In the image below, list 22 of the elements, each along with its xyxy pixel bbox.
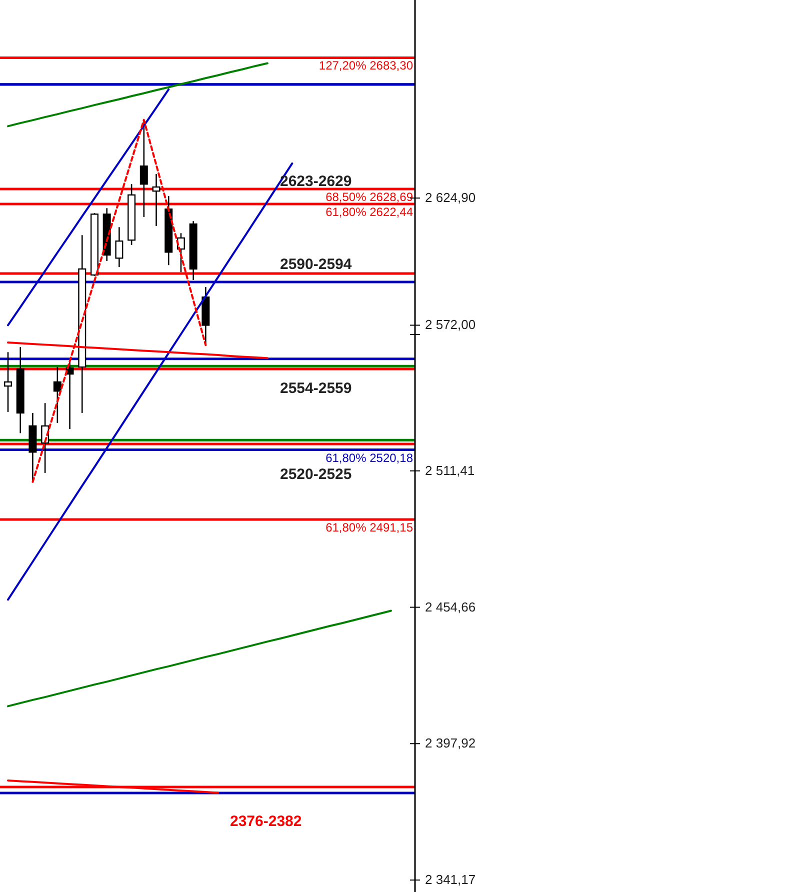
- y-tick-label: 2 397,92: [425, 736, 476, 751]
- candlestick: [53, 366, 62, 424]
- y-tick-label: 2 511,41: [425, 462, 475, 478]
- annotation: 2520-2525: [280, 466, 352, 483]
- line-series: [7, 610, 392, 708]
- y-tick-label: 2 624,90: [425, 190, 476, 206]
- ref-line-label: 61,80% 2622,44: [326, 204, 414, 219]
- annotation: 2376-2382: [230, 813, 302, 830]
- ref-line-label: 127,20% 2683,30: [318, 58, 414, 73]
- annotation: 2554-2559: [280, 380, 352, 397]
- annotation: 2623-2629: [280, 173, 352, 190]
- y-tick-label: 2 341,17: [425, 872, 476, 888]
- ref-line-label: 61,80% 2491,15: [326, 520, 414, 535]
- ref-line-label: 68,50% 2628,69: [326, 190, 414, 204]
- y-tick-label: 2 454,66: [425, 599, 476, 614]
- ref-line-label: 61,80% 2520,18: [326, 450, 414, 465]
- y-tick-label: 2 572,00: [425, 317, 476, 332]
- candlestick: [115, 226, 124, 268]
- candlestick: [4, 351, 12, 413]
- candlestick: [152, 173, 160, 227]
- annotation: 2590-2594: [280, 256, 352, 273]
- line-series: [7, 62, 268, 128]
